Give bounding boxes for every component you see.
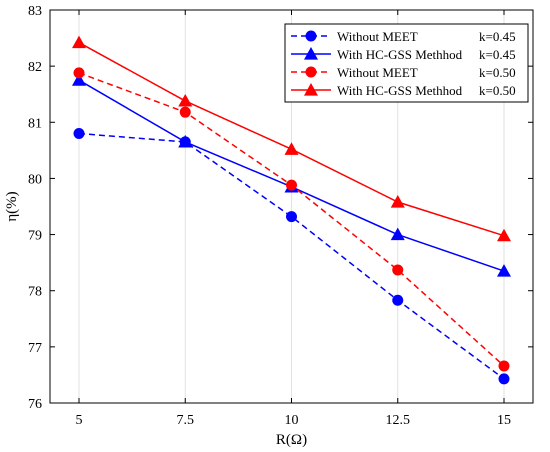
legend-item: Without MEET k=0.45 [291, 29, 516, 44]
data-point [390, 195, 405, 208]
legend-marker [304, 83, 318, 96]
series-group [72, 35, 511, 385]
data-point [498, 360, 510, 372]
data-point [178, 134, 193, 148]
y-tick-label: 78 [28, 285, 42, 300]
x-tick-label: 15 [497, 413, 511, 428]
legend-label: With HC-GSS Methhod [337, 83, 463, 98]
x-tick-label: 12.5 [386, 413, 411, 428]
data-point [73, 128, 85, 140]
data-point [497, 264, 511, 277]
y-tick-label: 80 [28, 172, 42, 187]
series-0 [73, 128, 510, 385]
x-axis-label: R(Ω) [276, 432, 307, 448]
y-axis-label: η(%) [4, 191, 20, 221]
data-point [72, 73, 86, 86]
axis-ticks: 5 7.5 10 12.5 15 76 77 78 79 80 81 82 83 [28, 4, 533, 428]
x-tick-label: 7.5 [177, 413, 195, 428]
y-tick-label: 82 [28, 60, 42, 75]
y-tick-label: 81 [28, 116, 42, 131]
data-point [392, 294, 404, 306]
data-point [286, 211, 297, 223]
legend-marker [305, 30, 317, 42]
legend-k-label: k=0.45 [479, 47, 516, 62]
x-tick-label: 5 [76, 413, 83, 428]
legend-box [284, 23, 529, 103]
data-point [498, 373, 510, 385]
data-point [179, 106, 191, 118]
legend-marker [305, 66, 317, 78]
legend-k-label: k=0.50 [479, 83, 516, 98]
legend-label: With HC-GSS Methhod [337, 47, 463, 62]
y-tick-label: 77 [28, 341, 42, 356]
y-tick-label: 76 [28, 397, 42, 412]
data-point [284, 142, 299, 155]
legend-label: Without MEET [337, 65, 418, 80]
legend-marker [304, 47, 318, 60]
data-point [497, 228, 511, 242]
x-tick-label: 10 [285, 413, 299, 428]
y-tick-label: 79 [28, 229, 42, 244]
legend-item: With HC-GSS Methhod k=0.45 [291, 47, 516, 62]
legend-k-label: k=0.45 [479, 29, 516, 44]
data-point [73, 67, 85, 79]
legend-item: With HC-GSS Methhod k=0.50 [291, 83, 516, 98]
series-2 [73, 67, 510, 372]
data-point [392, 264, 404, 276]
data-point [390, 227, 405, 241]
data-point [286, 179, 297, 191]
series-line [78, 132, 505, 380]
series-3 [72, 35, 511, 242]
data-point [178, 93, 193, 107]
legend: Without MEET k=0.45 With HC-GSS Methhod k=0… [284, 23, 529, 103]
legend-k-label: k=0.50 [479, 65, 516, 80]
y-tick-label: 83 [28, 4, 42, 19]
data-point [72, 35, 86, 49]
legend-label: Without MEET [337, 29, 418, 44]
legend-item: Without MEET k=0.50 [291, 65, 516, 80]
